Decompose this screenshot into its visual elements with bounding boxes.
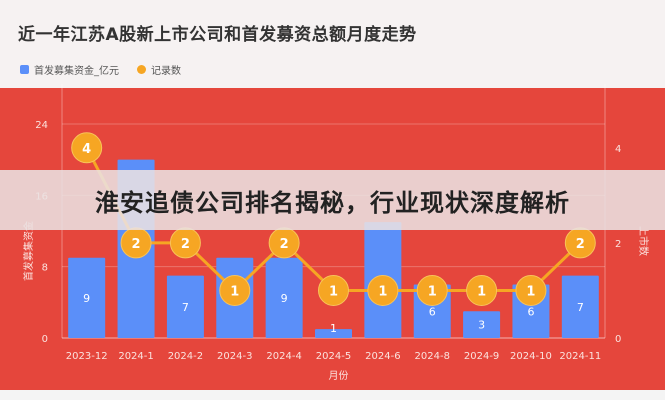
x-tick-label: 2024-1 <box>118 351 153 362</box>
legend-item-funds[interactable]: 首发募集资金_亿元 <box>20 62 119 77</box>
bar-value-label: 1 <box>330 322 337 335</box>
line-point <box>515 274 547 306</box>
line-point-label: 4 <box>82 142 91 157</box>
bar <box>315 329 352 338</box>
line-point <box>466 274 498 306</box>
right-tick-label: 0 <box>615 334 621 345</box>
overlay-banner: 淮安追债公司排名揭秘，行业现状深度解析 <box>0 170 665 230</box>
left-tick-label: 0 <box>42 334 48 345</box>
x-tick-label: 2023-12 <box>66 351 108 362</box>
bar <box>68 257 106 338</box>
x-tick-label: 2024-6 <box>365 351 400 362</box>
x-tick-label: 2024-5 <box>316 351 351 362</box>
legend-label-funds: 首发募集资金_亿元 <box>34 66 119 77</box>
right-axis-title: 上市数 <box>637 226 650 256</box>
line-point-label: 2 <box>181 237 190 252</box>
bar-value-label: 9 <box>281 292 288 305</box>
bar-value-label: 7 <box>182 301 189 314</box>
chart-header: 近一年江苏A股新上市公司和首发募资总额月度走势 首发募集资金_亿元 记录数 <box>0 0 665 88</box>
bar-value-label: 9 <box>83 292 90 305</box>
chart-title: 近一年江苏A股新上市公司和首发募资总额月度走势 <box>18 25 417 45</box>
line-point-label: 1 <box>378 284 387 299</box>
line-point-label: 2 <box>280 237 289 252</box>
line-point-label: 1 <box>230 284 239 299</box>
line-point-label: 1 <box>329 284 338 299</box>
x-tick-label: 2024-11 <box>559 351 601 362</box>
right-tick-label: 4 <box>615 144 621 155</box>
x-tick-label: 2024-4 <box>266 351 301 362</box>
line-point-label: 1 <box>526 284 535 299</box>
left-tick-label: 24 <box>35 120 48 131</box>
bar-value-label: 6 <box>429 305 436 318</box>
left-tick-label: 8 <box>42 263 48 274</box>
legend-label-count: 记录数 <box>151 66 181 77</box>
bar-value-label: 7 <box>577 301 584 314</box>
bottom-strip <box>0 390 665 400</box>
x-tick-label: 2024-8 <box>415 351 450 362</box>
line-point <box>416 274 448 306</box>
x-tick-label: 2024-3 <box>217 351 252 362</box>
bar-value-label: 6 <box>527 305 534 318</box>
line-point-label: 1 <box>477 284 486 299</box>
bar-value-label: 3 <box>478 319 485 332</box>
line-point-label: 1 <box>428 284 437 299</box>
line-point <box>219 274 251 306</box>
line-point <box>318 274 349 306</box>
x-axis-title: 月份 <box>329 370 349 382</box>
x-tick-label: 2024-10 <box>510 351 552 362</box>
banner-title: 淮安追债公司排名揭秘，行业现状深度解析 <box>95 188 570 217</box>
line-point-label: 2 <box>132 237 141 252</box>
legend-swatch-bar <box>20 65 29 74</box>
line-point <box>71 132 103 164</box>
left-axis-title: 首发募集资金 <box>22 221 35 281</box>
line-point-label: 2 <box>576 237 585 252</box>
bar <box>561 275 599 338</box>
legend: 首发募集资金_亿元 记录数 <box>20 62 181 77</box>
bar <box>463 311 501 338</box>
right-tick-label: 2 <box>615 239 621 250</box>
legend-item-count[interactable]: 记录数 <box>137 62 181 77</box>
legend-swatch-line <box>137 65 146 74</box>
x-tick-label: 2024-2 <box>168 351 203 362</box>
bar <box>265 257 303 338</box>
line-point <box>367 274 399 306</box>
x-tick-label: 2024-9 <box>464 351 499 362</box>
bar <box>166 275 204 338</box>
